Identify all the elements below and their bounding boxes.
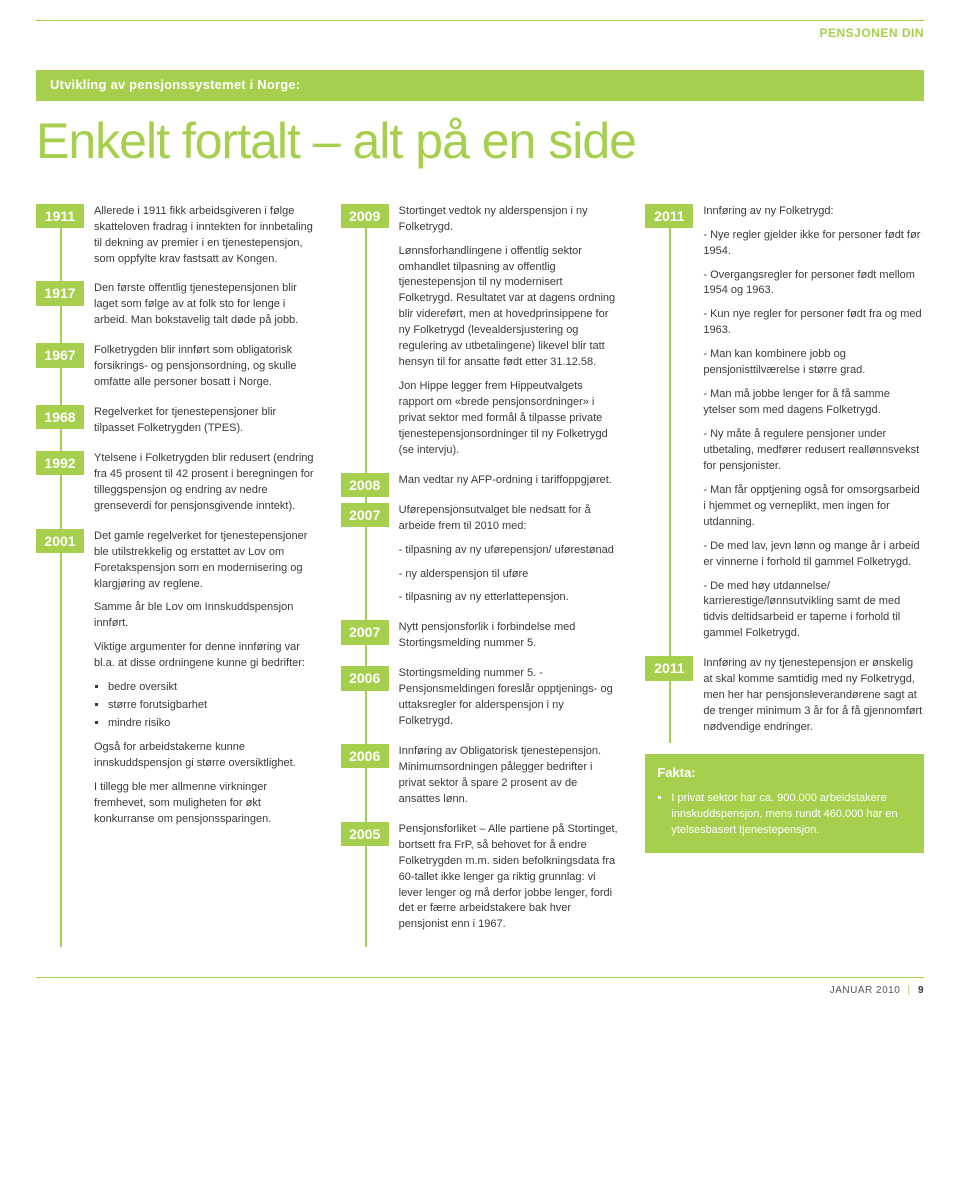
entry-body: Man vedtar ny AFP-ordning i tariffoppgjø… bbox=[399, 473, 620, 489]
entry-text: Innføring av ny Folketrygd: bbox=[703, 204, 924, 220]
entry-body: Pensjonsforliket – Alle partiene på Stor… bbox=[399, 822, 620, 934]
year-badge: 2001 bbox=[36, 529, 84, 553]
timeline-entry: 1968 Regelverket for tjenestepensjoner bl… bbox=[36, 405, 315, 437]
section-label: PENSJONEN DIN bbox=[36, 25, 924, 42]
list-item: mindre risiko bbox=[108, 716, 315, 732]
entry-body: Innføring av ny Folketrygd: - Nye regler … bbox=[703, 204, 924, 643]
entry-body: Innføring av Obligatorisk tjeneste­pensj… bbox=[399, 744, 620, 808]
entry-text: Jon Hippe legger frem Hippe­utvalgets ra… bbox=[399, 379, 620, 459]
timeline-column-2: 2009 Stortinget vedtok ny alderspensjon i… bbox=[341, 204, 620, 948]
entry-text: Regelverket for tjenestepensjoner blir t… bbox=[94, 405, 315, 437]
entry-text: Uførepensjonsutvalget ble nedsatt for å … bbox=[399, 503, 620, 535]
timeline-entry: 2011 Innføring av ny tjenestepensjon er ø… bbox=[645, 656, 924, 736]
entry-body: Uførepensjonsutvalget ble nedsatt for å … bbox=[399, 503, 620, 607]
year-badge: 1992 bbox=[36, 451, 84, 475]
fakta-title: Fakta: bbox=[657, 764, 912, 783]
entry-text: - Man kan kombinere jobb og pensjonistti… bbox=[703, 347, 924, 379]
timeline-entry: 1917 Den første offentlig tjeneste­pensjo… bbox=[36, 281, 315, 329]
entry-text: Også for arbeidstakerne kunne innskuddsp… bbox=[94, 740, 315, 772]
footer-sep: | bbox=[904, 985, 915, 996]
entry-body: Allerede i 1911 fikk arbeids­giveren i f… bbox=[94, 204, 315, 268]
timeline-entry: 2007 Uførepensjonsutvalget ble nedsatt fo… bbox=[341, 503, 620, 607]
entry-body: Folketrygden blir innført som obligatori… bbox=[94, 343, 315, 391]
entry-text: - Man må jobbe lenger for å få samme yte… bbox=[703, 387, 924, 419]
timeline-entry: 2008Man vedtar ny AFP-ordning i tariffop… bbox=[341, 473, 620, 489]
entry-text: - tilpasning av ny uførepensjon/ uførest… bbox=[399, 543, 620, 559]
timeline-entry: 1967 Folketrygden blir innført som obliga… bbox=[36, 343, 315, 391]
timeline-entry: 2006 Stortingsmelding nummer 5. - Pensjon… bbox=[341, 666, 620, 730]
year-badge: 1968 bbox=[36, 405, 84, 429]
footer-date: JANUAR 2010 bbox=[830, 985, 901, 996]
list-item: bedre oversikt bbox=[108, 680, 315, 696]
timeline-column-3: 2011 Innføring av ny Folketrygd: - Nye reg… bbox=[645, 204, 924, 948]
entry-text: Innføring av ny tjenestepensjon er ønske… bbox=[703, 656, 924, 736]
entry-text: Stortinget vedtok ny alderspensjon i ny … bbox=[399, 204, 620, 236]
year-badge: 2007 bbox=[341, 503, 389, 527]
entry-text: - ny alderspensjon til uføre bbox=[399, 567, 620, 583]
timeline-columns: 1911 Allerede i 1911 fikk arbeids­giveren… bbox=[36, 204, 924, 948]
entry-body: Stortingsmelding nummer 5. - Pensjonsmel… bbox=[399, 666, 620, 730]
year-badge: 1917 bbox=[36, 281, 84, 305]
entry-text: Samme år ble Lov om Innskudds­pensjon in… bbox=[94, 600, 315, 632]
year-badge: 2007 bbox=[341, 620, 389, 644]
entry-text: Folketrygden blir innført som obligatori… bbox=[94, 343, 315, 391]
timeline-column-1: 1911 Allerede i 1911 fikk arbeids­giveren… bbox=[36, 204, 315, 948]
entry-text: Man vedtar ny AFP-ordning i tariffoppgjø… bbox=[399, 473, 620, 489]
entry-text: Ytelsene i Folketrygden blir redusert (e… bbox=[94, 451, 315, 515]
timeline-entry: 2007 Nytt pensjonsforlik i forbindelse me… bbox=[341, 620, 620, 652]
entry-body: Stortinget vedtok ny alderspensjon i ny … bbox=[399, 204, 620, 459]
entry-text: Nytt pensjonsforlik i forbindelse med St… bbox=[399, 620, 620, 652]
entry-text: - Ny måte å regulere pensjoner under utb… bbox=[703, 427, 924, 475]
entry-body: Ytelsene i Folketrygden blir redusert (e… bbox=[94, 451, 315, 515]
entry-text: Innføring av Obligatorisk tjeneste­pensj… bbox=[399, 744, 620, 808]
year-badge: 2011 bbox=[645, 204, 693, 228]
entry-text: Den første offentlig tjeneste­pensjonen … bbox=[94, 281, 315, 329]
year-badge: 2008 bbox=[341, 473, 389, 497]
entry-text: Allerede i 1911 fikk arbeids­giveren i f… bbox=[94, 204, 315, 268]
fakta-box: Fakta: I privat sektor har ca. 900.000 ar… bbox=[645, 754, 924, 853]
top-rule bbox=[36, 20, 924, 21]
year-badge: 2009 bbox=[341, 204, 389, 228]
year-badge: 2006 bbox=[341, 744, 389, 768]
entry-text: - De med lav, jevn lønn og mange år i ar… bbox=[703, 539, 924, 571]
entry-body: Nytt pensjonsforlik i forbindelse med St… bbox=[399, 620, 620, 652]
entry-text: Det gamle regelverket for tjenestepensjo… bbox=[94, 529, 315, 593]
timeline-entry: 1992 Ytelsene i Folketrygden blir reduser… bbox=[36, 451, 315, 515]
fakta-list: I privat sektor har ca. 900.000 arbeids­… bbox=[671, 791, 912, 839]
timeline-entry: 2011 Innføring av ny Folketrygd: - Nye reg… bbox=[645, 204, 924, 643]
entry-text: - Nye regler gjelder ikke for personer f… bbox=[703, 228, 924, 260]
entry-body: Det gamle regelverket for tjenestepensjo… bbox=[94, 529, 315, 828]
entry-text: Pensjonsforliket – Alle partiene på Stor… bbox=[399, 822, 620, 934]
entry-body: Regelverket for tjenestepensjoner blir t… bbox=[94, 405, 315, 437]
banner: Utvikling av pensjonssystemet i Norge: bbox=[36, 70, 924, 101]
year-badge: 1967 bbox=[36, 343, 84, 367]
timeline-entry: 2001 Det gamle regelverket for tjenestepe… bbox=[36, 529, 315, 828]
entry-text: - De med høy utdannelse/ karrierestige/l… bbox=[703, 579, 924, 643]
entry-text: - Man får opptjening også for omsorgsarb… bbox=[703, 483, 924, 531]
entry-text: Viktige argumenter for denne innføring v… bbox=[94, 640, 315, 672]
timeline-entry: 2005 Pensjonsforliket – Alle partiene på … bbox=[341, 822, 620, 934]
entry-text: - tilpasning av ny etterlatte­pensjon. bbox=[399, 590, 620, 606]
year-badge: 2011 bbox=[645, 656, 693, 680]
timeline-entry: 1911 Allerede i 1911 fikk arbeids­giveren… bbox=[36, 204, 315, 268]
timeline-entry: 2009 Stortinget vedtok ny alderspensjon i… bbox=[341, 204, 620, 459]
entry-text: I tillegg ble mer allmenne virkninger fr… bbox=[94, 780, 315, 828]
entry-text: - Kun nye regler for personer født fra o… bbox=[703, 307, 924, 339]
list-item: I privat sektor har ca. 900.000 arbeids­… bbox=[671, 791, 912, 839]
list-item: større forutsigbarhet bbox=[108, 698, 315, 714]
page-title: Enkelt fortalt – alt på en side bbox=[36, 105, 924, 178]
entry-text: Stortingsmelding nummer 5. - Pensjonsmel… bbox=[399, 666, 620, 730]
year-badge: 1911 bbox=[36, 204, 84, 228]
year-badge: 2005 bbox=[341, 822, 389, 846]
entry-body: Den første offentlig tjeneste­pensjonen … bbox=[94, 281, 315, 329]
footer-page: 9 bbox=[918, 985, 924, 996]
footer: JANUAR 2010 | 9 bbox=[36, 977, 924, 999]
entry-text: Lønnsforhandlingene i offentlig sektor o… bbox=[399, 244, 620, 372]
year-badge: 2006 bbox=[341, 666, 389, 690]
entry-list: bedre oversikt større forutsigbarhet mindr… bbox=[108, 680, 315, 732]
entry-text: - Overgangsregler for personer født mell… bbox=[703, 268, 924, 300]
entry-body: Innføring av ny tjenestepensjon er ønske… bbox=[703, 656, 924, 736]
timeline-entry: 2006 Innføring av Obligatorisk tjeneste­p… bbox=[341, 744, 620, 808]
